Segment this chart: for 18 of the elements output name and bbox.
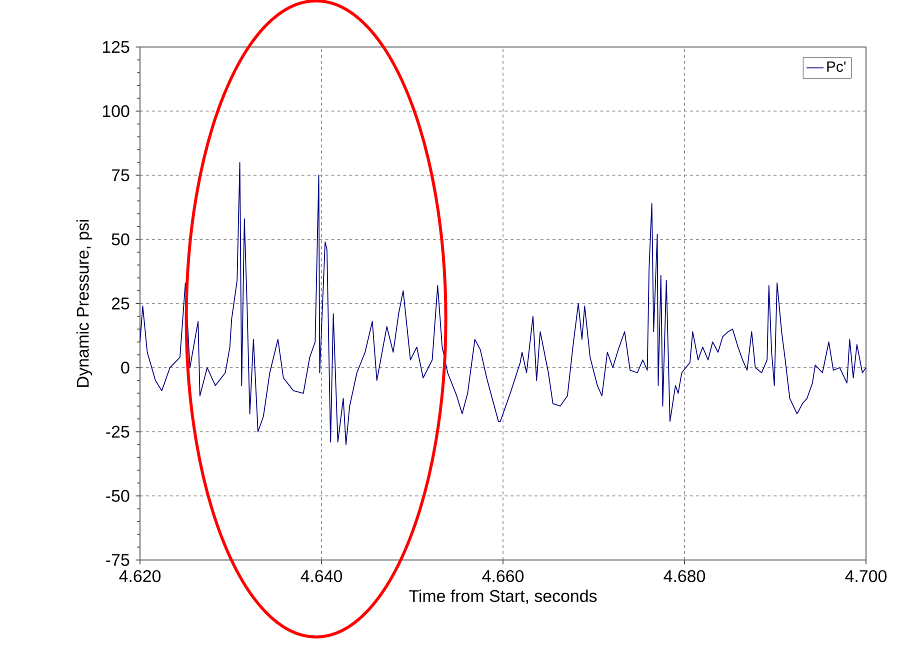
y-tick-label: 75: [112, 169, 130, 182]
y-tick-label: 50: [112, 233, 130, 246]
y-tick-label: -75: [106, 554, 130, 566]
legend-label: Pc': [827, 61, 846, 72]
x-axis-title: Time from Start, seconds: [409, 590, 597, 604]
x-tick-label: 4.660: [482, 570, 524, 582]
y-tick-label: 25: [112, 298, 130, 310]
y-tick-label: -50: [106, 490, 130, 502]
y-axis-title: Dynamic Pressure, psi: [76, 220, 92, 387]
y-tick-label: 100: [102, 105, 130, 118]
y-tick-label: 0: [121, 362, 130, 374]
x-tick-label: 4.680: [664, 570, 706, 582]
x-tick-label: 4.620: [119, 570, 161, 582]
x-tick-label: 4.700: [845, 570, 887, 582]
line-series: [140, 162, 866, 446]
y-tick-label: 125: [102, 40, 130, 53]
y-tick-label: -25: [106, 426, 130, 438]
x-tick-label: 4.640: [300, 570, 342, 582]
